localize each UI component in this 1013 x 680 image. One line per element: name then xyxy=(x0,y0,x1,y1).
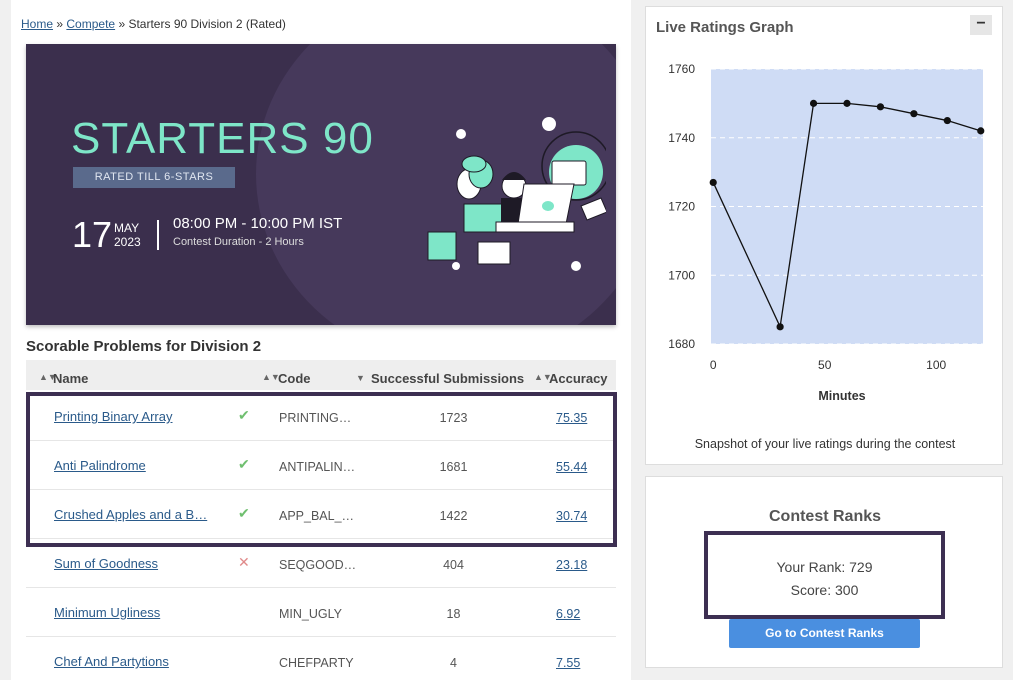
header-submissions[interactable]: Successful Submissions xyxy=(371,371,525,386)
your-rank: Your Rank: 729 xyxy=(776,559,873,575)
banner-duration: Contest Duration - 2 Hours xyxy=(173,236,304,248)
successful-submissions: 18 xyxy=(446,607,461,621)
banner-title: STARTERS 90 xyxy=(71,114,374,163)
contest-banner: STARTERS 90 RATED TILL 6-STARS 17 MAY 20… xyxy=(26,44,616,325)
problem-name-link[interactable]: Chef And Partytions xyxy=(54,654,169,669)
banner-month: MAY xyxy=(114,221,140,235)
ratings-chart: 1680 1700 1720 1740 1760 0 50 100 Minutes xyxy=(668,62,985,403)
graph-caption: Snapshot of your live ratings during the… xyxy=(694,437,956,451)
table-row[interactable]: Minimum Ugliness MIN_UGLY 18 6.92 xyxy=(26,588,616,637)
data-point[interactable] xyxy=(776,323,784,331)
data-point[interactable] xyxy=(910,110,918,118)
table-row[interactable]: Printing Binary Array ✔ PRINTING… 1723 75.35 xyxy=(26,392,616,441)
check-icon: ✔ xyxy=(238,456,250,472)
cross-icon: ✕ xyxy=(238,554,250,570)
successful-submissions: 4 xyxy=(450,656,457,670)
x-tick-label: 50 xyxy=(818,358,832,372)
data-point[interactable] xyxy=(876,103,885,111)
x-tick-label: 100 xyxy=(926,358,946,372)
successful-submissions: 1723 xyxy=(439,411,468,425)
series-line xyxy=(712,102,981,330)
data-point[interactable] xyxy=(977,127,985,135)
contest-ranks-panel: Contest Ranks Your Rank: 729 Score: 300 … xyxy=(645,476,1003,668)
problems-table-header: ▲▼ Name ▲▼ Code ▼ Successful Submissions… xyxy=(26,360,616,390)
rank-box: Your Rank: 729 Score: 300 xyxy=(704,531,945,619)
successful-submissions: 404 xyxy=(443,558,464,572)
go-to-ranks-button[interactable]: Go to Contest Ranks xyxy=(729,619,920,648)
accuracy-link[interactable]: 6.92 xyxy=(556,607,581,621)
problem-name-link[interactable]: Minimum Ugliness xyxy=(54,605,161,620)
table-row[interactable]: Anti Palindrome ✔ ANTIPALIN… 1681 55.44 xyxy=(26,441,616,490)
y-tick-label: 1740 xyxy=(668,131,695,145)
data-point[interactable] xyxy=(809,99,818,107)
header-name[interactable]: Name xyxy=(53,371,89,386)
y-tick-label: 1680 xyxy=(668,337,695,351)
banner-divider xyxy=(157,220,159,250)
accuracy-link[interactable]: 7.55 xyxy=(556,656,581,670)
data-point[interactable] xyxy=(709,178,717,187)
banner-day: 17 xyxy=(72,214,113,255)
problem-code: SEQGOOD… xyxy=(279,558,357,572)
accuracy-link[interactable]: 75.35 xyxy=(556,411,588,425)
problem-code: APP_BAL_… xyxy=(279,509,355,523)
problem-code: MIN_UGLY xyxy=(279,607,342,621)
sort-desc-icon[interactable]: ▼ xyxy=(356,373,365,383)
banner-time: 08:00 PM - 10:00 PM IST xyxy=(173,215,343,232)
sort-icon[interactable]: ▲▼ xyxy=(262,372,280,382)
live-ratings-panel: Live Ratings Graph − 1680 1700 1720 1740 176… xyxy=(645,6,1003,465)
problems-section-title: Scorable Problems for Division 2 xyxy=(26,338,262,355)
check-icon: ✔ xyxy=(238,407,250,423)
y-tick-label: 1720 xyxy=(668,200,695,214)
problem-name-link[interactable]: Anti Palindrome xyxy=(54,458,146,473)
accuracy-link[interactable]: 23.18 xyxy=(556,558,588,572)
problem-name-link[interactable]: Printing Binary Array xyxy=(54,409,173,424)
header-accuracy[interactable]: Accuracy xyxy=(549,371,608,386)
banner-month-year: MAY 2023 xyxy=(114,221,141,249)
accuracy-link[interactable]: 55.44 xyxy=(556,460,588,474)
graph-title: Live Ratings Graph xyxy=(656,19,794,36)
header-code[interactable]: Code xyxy=(278,371,311,386)
score: Score: 300 xyxy=(790,582,859,598)
breadcrumb-compete-link[interactable]: Compete xyxy=(66,17,116,31)
x-tick-label: 0 xyxy=(710,358,717,372)
problem-name-link[interactable]: Sum of Goodness xyxy=(54,556,159,571)
data-point[interactable] xyxy=(843,99,851,107)
problem-code: CHEFPARTY xyxy=(279,656,354,670)
y-tick-label: 1760 xyxy=(668,62,695,76)
y-tick-label: 1700 xyxy=(668,268,695,282)
x-axis-label: Minutes xyxy=(818,389,865,403)
table-row[interactable]: Crushed Apples and a B… ✔ APP_BAL_… 1422 30.… xyxy=(26,490,616,539)
breadcrumb-home-link[interactable]: Home xyxy=(21,17,54,31)
problem-name-link[interactable]: Crushed Apples and a B… xyxy=(54,507,208,522)
breadcrumb-current: Starters 90 Division 2 (Rated) xyxy=(128,17,286,31)
problem-code: PRINTING… xyxy=(279,411,352,425)
problems-table-body: Printing Binary Array ✔ PRINTING… 1723 75.35… xyxy=(26,392,616,680)
successful-submissions: 1681 xyxy=(439,460,468,474)
contest-main: Home » Compete » Starters 90 Division 2 … xyxy=(11,0,631,680)
data-point[interactable] xyxy=(943,116,951,125)
check-icon: ✔ xyxy=(238,505,250,521)
sort-icon[interactable]: ▲▼ xyxy=(39,372,57,382)
breadcrumb: Home » Compete » Starters 90 Division 2 … xyxy=(21,17,286,31)
breadcrumb-separator: » xyxy=(118,17,126,31)
sort-icon[interactable]: ▲▼ xyxy=(534,372,552,382)
table-row[interactable]: Chef And Partytions CHEFPARTY 4 7.55 xyxy=(26,637,616,680)
coder-illustration xyxy=(427,117,606,271)
breadcrumb-separator: » xyxy=(56,17,64,31)
problem-code: ANTIPALIN… xyxy=(279,460,356,474)
rated-badge: RATED TILL 6-STARS xyxy=(73,167,235,188)
table-row[interactable]: Sum of Goodness ✕ SEQGOOD… 404 23.18 xyxy=(26,539,616,588)
minimize-button[interactable]: − xyxy=(970,15,992,35)
ranks-title: Contest Ranks xyxy=(768,508,882,525)
successful-submissions: 1422 xyxy=(439,509,468,523)
accuracy-link[interactable]: 30.74 xyxy=(556,509,588,523)
banner-year: 2023 xyxy=(114,235,141,249)
